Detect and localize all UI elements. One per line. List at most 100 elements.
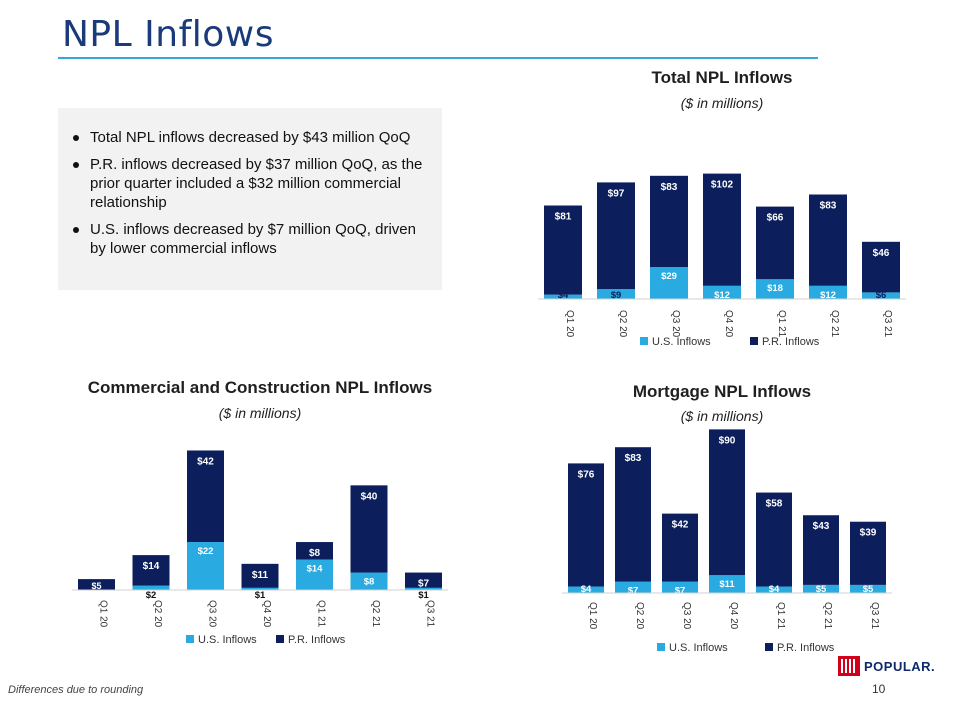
total-bar-pr — [544, 205, 582, 295]
mortgage-x-tick: Q3 21 — [869, 602, 880, 630]
commercial-bar-pr — [132, 555, 170, 586]
commercial-x-tick: Q3 20 — [207, 600, 218, 628]
mortgage-label-pr: $42 — [672, 520, 689, 531]
total-bar-pr — [809, 194, 847, 286]
page-title: NPL Inflows — [62, 14, 274, 55]
mortgage-label-pr: $76 — [578, 469, 595, 480]
total-legend-swatch — [640, 337, 648, 345]
total-label-us: $29 — [661, 271, 677, 282]
mortgage-bar-pr — [803, 515, 839, 585]
mortgage-legend-swatch — [765, 643, 773, 651]
total-x-tick: Q3 20 — [670, 310, 681, 338]
total-x-tick: Q1 21 — [776, 310, 787, 338]
mortgage-label-pr: $83 — [625, 453, 642, 464]
total-x-tick: Q2 21 — [829, 310, 840, 338]
commercial-label-us: $1 — [418, 590, 429, 601]
mortgage-bar-us — [709, 575, 745, 593]
mortgage-label-pr: $39 — [860, 528, 877, 539]
commercial-bar-pr — [405, 572, 442, 588]
mortgage-bar-us — [662, 581, 698, 593]
summary-bullet: Total NPL inflows decreased by $43 milli… — [73, 128, 426, 147]
mortgage-label-us: $7 — [675, 586, 686, 597]
total-x-tick: Q3 21 — [882, 310, 893, 338]
title-divider — [58, 57, 818, 59]
commercial-legend-label: P.R. Inflows — [288, 634, 346, 646]
mortgage-legend-label: P.R. Inflows — [777, 642, 835, 654]
mortgage-label-us: $5 — [863, 584, 874, 595]
commercial-legend-label: U.S. Inflows — [198, 634, 257, 646]
total-legend-swatch — [750, 337, 758, 345]
commercial-legend-swatch — [276, 635, 284, 643]
summary-list: Total NPL inflows decreased by $43 milli… — [58, 108, 442, 258]
summary-bullet: P.R. inflows decreased by $37 million Qo… — [73, 155, 426, 212]
commercial-label-us: $1 — [255, 590, 266, 601]
commercial-bar-pr — [350, 485, 388, 573]
commercial-bar-pr — [187, 450, 224, 543]
mortgage-label-us: $4 — [769, 584, 780, 595]
summary-bullet: U.S. inflows decreased by $7 million QoQ… — [73, 220, 426, 258]
mortgage-x-tick: Q4 20 — [728, 602, 739, 630]
commercial-bar-pr — [78, 579, 115, 590]
popular-logo: POPULAR. — [838, 656, 935, 676]
commercial-chart-title: Commercial and Construction NPL Inflows — [87, 378, 433, 397]
mortgage-bar-pr — [709, 429, 745, 576]
mortgage-label-pr: $58 — [766, 499, 783, 510]
total-bar-us — [703, 285, 741, 299]
commercial-label-pr: $40 — [361, 491, 378, 502]
total-label-pr: $83 — [820, 201, 837, 212]
total-bar-us — [597, 289, 635, 299]
total-chart: $81 $4 Q1 20 $97 $9 Q2 20 $83 $29 Q3 20 $102 $12 Q4… — [538, 173, 906, 348]
commercial-bar-us — [296, 559, 333, 590]
mortgage-label-us: $4 — [581, 584, 592, 595]
mortgage-bar-us — [615, 581, 651, 593]
total-chart-title: Total NPL Inflows — [651, 68, 793, 87]
mortgage-bar-pr — [662, 513, 698, 582]
commercial-x-tick: Q3 21 — [425, 600, 436, 628]
total-label-us: $9 — [611, 290, 622, 301]
total-label-pr: $81 — [555, 212, 572, 223]
commercial-legend-swatch — [186, 635, 194, 643]
commercial-label-us: $14 — [307, 563, 324, 574]
total-bar-pr — [756, 206, 794, 280]
commercial-label-pr: $14 — [143, 561, 160, 572]
total-bar-pr — [862, 241, 900, 293]
total-label-us: $18 — [767, 283, 783, 294]
commercial-label-us: $8 — [364, 577, 375, 588]
mortgage-bar-pr — [850, 521, 886, 585]
summary-box: Total NPL inflows decreased by $43 milli… — [58, 108, 442, 290]
total-label-us: $6 — [876, 290, 887, 301]
commercial-bar-pr — [241, 563, 279, 588]
commercial-x-tick: Q4 20 — [261, 600, 272, 628]
total-label-us: $12 — [820, 290, 836, 301]
mortgage-bar-pr — [756, 492, 792, 587]
mortgage-legend-label: U.S. Inflows — [669, 642, 728, 654]
commercial-bar-us — [187, 542, 224, 590]
total-bar-us — [756, 279, 794, 299]
commercial-bar-us — [241, 587, 279, 590]
mortgage-label-us: $7 — [628, 586, 639, 597]
commercial-bar-pr — [296, 542, 333, 560]
commercial-chart-subtitle: ($ in millions) — [218, 405, 302, 421]
total-x-tick: Q1 20 — [564, 310, 575, 338]
commercial-label-pr: $5 — [91, 581, 101, 591]
total-label-pr: $46 — [873, 248, 890, 259]
mortgage-x-tick: Q2 20 — [634, 602, 645, 630]
mortgage-x-tick: Q1 20 — [587, 602, 598, 630]
total-label-pr: $97 — [608, 188, 625, 199]
commercial-label-us: $2 — [146, 590, 157, 601]
mortgage-bar-us — [756, 586, 792, 593]
commercial-label-pr: $11 — [252, 570, 269, 581]
total-legend-label: P.R. Inflows — [762, 336, 820, 348]
total-label-us: $4 — [558, 290, 569, 301]
mortgage-label-pr: $90 — [719, 435, 736, 446]
mortgage-label-us: $5 — [816, 584, 827, 595]
total-bar-pr — [597, 182, 635, 290]
total-bar-us — [862, 292, 900, 299]
mortgage-chart-subtitle: ($ in millions) — [680, 408, 764, 424]
total-bar-us — [809, 285, 847, 299]
total-bar-us — [544, 294, 582, 299]
commercial-bar-us — [132, 585, 170, 590]
mortgage-chart: $76 $4 Q1 20 $83 $7 Q2 20 $42 $7 Q3 20 $90 $11 Q4 2… — [562, 429, 892, 654]
commercial-label-pr: $7 — [418, 579, 430, 590]
